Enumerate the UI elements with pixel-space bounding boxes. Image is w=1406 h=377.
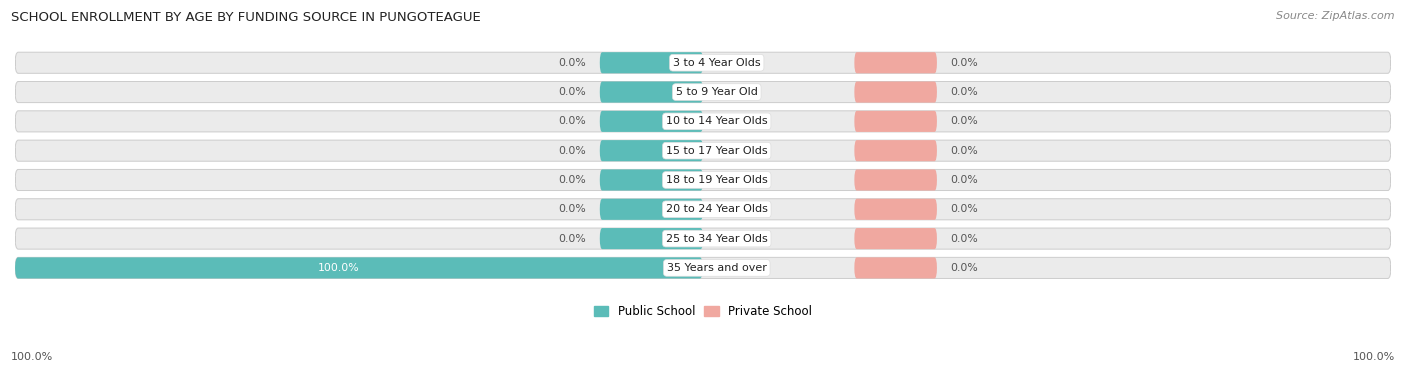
Text: 0.0%: 0.0% [950, 204, 979, 214]
FancyBboxPatch shape [855, 199, 936, 220]
Text: 0.0%: 0.0% [950, 58, 979, 68]
Text: 100.0%: 100.0% [1353, 352, 1395, 362]
FancyBboxPatch shape [15, 169, 1391, 190]
FancyBboxPatch shape [600, 81, 703, 103]
FancyBboxPatch shape [600, 111, 703, 132]
FancyBboxPatch shape [855, 140, 936, 161]
FancyBboxPatch shape [600, 169, 703, 190]
Legend: Public School, Private School: Public School, Private School [589, 300, 817, 323]
FancyBboxPatch shape [15, 81, 1391, 103]
Text: 35 Years and over: 35 Years and over [666, 263, 766, 273]
FancyBboxPatch shape [855, 228, 936, 249]
FancyBboxPatch shape [15, 52, 1391, 73]
FancyBboxPatch shape [855, 81, 936, 103]
FancyBboxPatch shape [15, 257, 703, 279]
Text: 0.0%: 0.0% [950, 146, 979, 156]
Text: 3 to 4 Year Olds: 3 to 4 Year Olds [673, 58, 761, 68]
Text: 0.0%: 0.0% [558, 175, 586, 185]
FancyBboxPatch shape [600, 199, 703, 220]
Text: 25 to 34 Year Olds: 25 to 34 Year Olds [666, 234, 768, 244]
FancyBboxPatch shape [15, 111, 1391, 132]
Text: 20 to 24 Year Olds: 20 to 24 Year Olds [666, 204, 768, 214]
Text: 18 to 19 Year Olds: 18 to 19 Year Olds [666, 175, 768, 185]
Text: 0.0%: 0.0% [558, 234, 586, 244]
FancyBboxPatch shape [15, 257, 1391, 279]
Text: SCHOOL ENROLLMENT BY AGE BY FUNDING SOURCE IN PUNGOTEAGUE: SCHOOL ENROLLMENT BY AGE BY FUNDING SOUR… [11, 11, 481, 24]
Text: 5 to 9 Year Old: 5 to 9 Year Old [676, 87, 758, 97]
Text: 100.0%: 100.0% [318, 263, 359, 273]
FancyBboxPatch shape [15, 140, 1391, 161]
FancyBboxPatch shape [600, 228, 703, 249]
FancyBboxPatch shape [855, 111, 936, 132]
FancyBboxPatch shape [855, 52, 936, 73]
Text: 0.0%: 0.0% [558, 204, 586, 214]
Text: 0.0%: 0.0% [950, 263, 979, 273]
FancyBboxPatch shape [15, 228, 1391, 249]
Text: 0.0%: 0.0% [950, 234, 979, 244]
FancyBboxPatch shape [855, 257, 936, 279]
Text: 15 to 17 Year Olds: 15 to 17 Year Olds [666, 146, 768, 156]
Text: 0.0%: 0.0% [558, 146, 586, 156]
FancyBboxPatch shape [600, 140, 703, 161]
FancyBboxPatch shape [855, 169, 936, 190]
Text: 0.0%: 0.0% [950, 116, 979, 126]
Text: 0.0%: 0.0% [558, 116, 586, 126]
Text: 0.0%: 0.0% [558, 58, 586, 68]
Text: 10 to 14 Year Olds: 10 to 14 Year Olds [666, 116, 768, 126]
Text: 0.0%: 0.0% [950, 87, 979, 97]
FancyBboxPatch shape [15, 199, 1391, 220]
Text: 100.0%: 100.0% [11, 352, 53, 362]
Text: Source: ZipAtlas.com: Source: ZipAtlas.com [1277, 11, 1395, 21]
FancyBboxPatch shape [600, 52, 703, 73]
Text: 0.0%: 0.0% [950, 175, 979, 185]
Text: 0.0%: 0.0% [558, 87, 586, 97]
